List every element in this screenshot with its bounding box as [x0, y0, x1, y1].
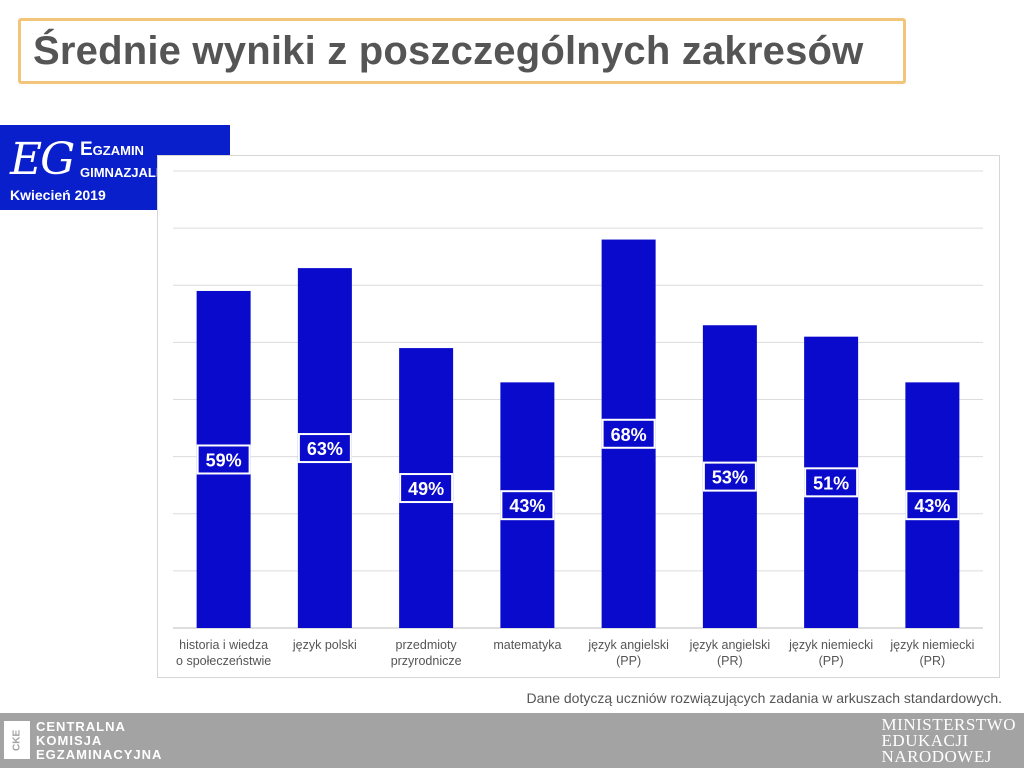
category-label: matematyka [493, 638, 561, 652]
bar [804, 336, 859, 628]
data-label: 68% [611, 425, 647, 445]
data-label: 49% [408, 479, 444, 499]
category-label: przyrodnicze [391, 654, 462, 668]
category-label: (PP) [616, 654, 641, 668]
exam-title: Egzamin gimnazjalny [80, 139, 174, 183]
data-label-box [702, 461, 757, 492]
data-label-box [804, 467, 859, 498]
category-label: historia i wiedza [179, 638, 268, 652]
footnote: Dane dotyczą uczniów rozwiązujących zada… [526, 690, 1002, 706]
category-label: (PR) [920, 654, 946, 668]
cke-line: EGZAMINACYJNA [36, 747, 163, 762]
data-label-box [500, 490, 555, 521]
data-label: 51% [813, 473, 849, 493]
category-label: o społeczeństwie [176, 654, 271, 668]
category-label: język angielski [689, 638, 771, 652]
footer: CKE CENTRALNA KOMISJA EGZAMINACYJNA MINI… [0, 713, 1024, 768]
data-label: 59% [206, 450, 242, 470]
exam-title-line2: gimnazjalny [80, 161, 174, 182]
page-title: Średnie wyniki z poszczególnych zakresów [33, 28, 864, 73]
title-box: Średnie wyniki z poszczególnych zakresów [18, 18, 906, 84]
men-name: MINISTERSTWO EDUKACJI NARODOWEJ [881, 715, 1016, 766]
category-label: przedmioty [396, 638, 458, 652]
category-label: język niemiecki [788, 638, 873, 652]
category-label: język angielski [587, 638, 669, 652]
bar [399, 348, 454, 628]
category-label: (PR) [717, 654, 743, 668]
cke-line: CENTRALNA [36, 719, 126, 734]
data-label-box [196, 444, 251, 475]
data-label-box [601, 418, 656, 449]
category-label: język polski [292, 638, 357, 652]
exam-date: Kwiecień 2019 [10, 187, 106, 203]
men-line: NARODOWEJ [881, 747, 992, 766]
cke-logo: CKE [4, 721, 30, 759]
data-label: 63% [307, 439, 343, 459]
men-line: MINISTERSTWO [881, 715, 1016, 734]
eg-logo: EG [10, 134, 75, 185]
category-label: język niemiecki [889, 638, 974, 652]
cke-line: KOMISJA [36, 733, 103, 748]
chart-frame [157, 155, 1000, 678]
bar [196, 290, 251, 628]
bar [702, 325, 757, 628]
data-label-box [399, 473, 454, 504]
bar [297, 268, 352, 628]
data-label-box [297, 433, 352, 464]
bar [905, 382, 960, 628]
data-label: 53% [712, 468, 748, 488]
bar [500, 382, 555, 628]
cke-name: CENTRALNA KOMISJA EGZAMINACYJNA [36, 720, 162, 762]
data-label-box [905, 490, 960, 521]
data-label: 43% [914, 496, 950, 516]
data-label: 43% [509, 496, 545, 516]
bar [601, 239, 656, 629]
bar-chart: 59% historia i wiedza o społeczeństwie 63% j… [173, 170, 983, 668]
men-line: EDUKACJI [881, 731, 969, 750]
exam-title-line1: Egzamin [80, 139, 144, 160]
category-label: (PP) [819, 654, 844, 668]
